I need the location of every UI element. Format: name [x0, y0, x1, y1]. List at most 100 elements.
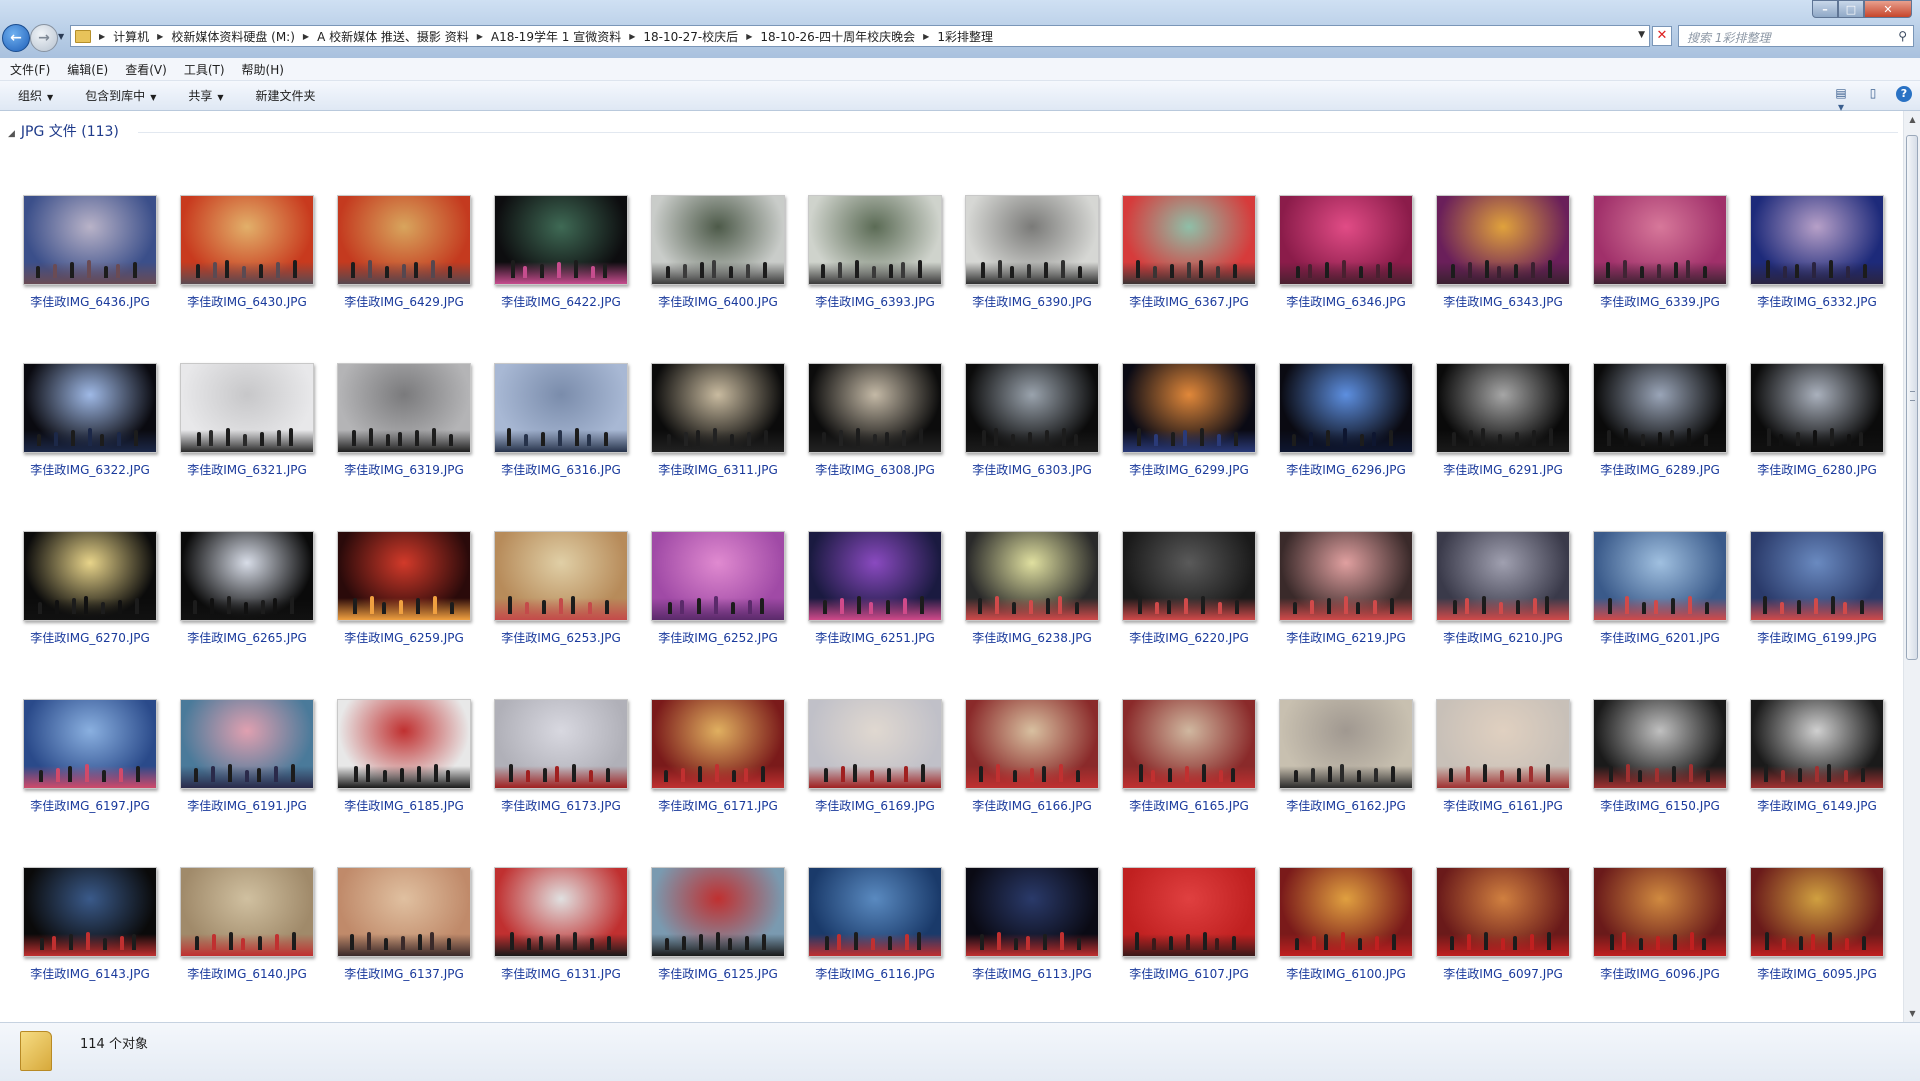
scroll-down-icon[interactable]: ▼ — [1909, 1009, 1916, 1018]
thumbnail-image[interactable] — [494, 867, 628, 957]
chevron-right-icon[interactable]: ▶ — [157, 31, 164, 41]
thumbnail-image[interactable] — [1279, 195, 1413, 285]
preview-pane-icon[interactable]: ▯ — [1869, 86, 1877, 100]
thumbnail-image[interactable] — [1593, 195, 1727, 285]
file-item[interactable]: 李佳政IMG_6161.JPG — [1436, 699, 1570, 819]
file-item[interactable]: 李佳政IMG_6197.JPG — [23, 699, 157, 819]
chevron-right-icon[interactable]: ▶ — [746, 31, 753, 41]
share-button[interactable]: 共享 ▼ — [170, 87, 237, 104]
recent-pages-dropdown-icon[interactable]: ▼ — [58, 32, 65, 41]
file-item[interactable]: 李佳政IMG_6173.JPG — [494, 699, 628, 819]
file-item[interactable]: 李佳政IMG_6100.JPG — [1279, 867, 1413, 987]
thumbnail-image[interactable] — [808, 531, 942, 621]
chevron-right-icon[interactable]: ▶ — [629, 31, 636, 41]
breadcrumb-computer[interactable]: 计算机 — [113, 29, 150, 44]
thumbnail-image[interactable] — [651, 195, 785, 285]
file-item[interactable]: 李佳政IMG_6166.JPG — [965, 699, 1099, 819]
file-item[interactable]: 李佳政IMG_6116.JPG — [808, 867, 942, 987]
file-item[interactable]: 李佳政IMG_6390.JPG — [965, 195, 1099, 315]
breadcrumb-folder-2[interactable]: A18-19学年 1 宣微资料 — [490, 29, 622, 44]
file-item[interactable]: 李佳政IMG_6321.JPG — [180, 363, 314, 483]
thumbnail-image[interactable] — [1593, 531, 1727, 621]
file-list-pane[interactable]: ◢ JPG 文件 (113) 李佳政IMG_6436.JPG 李佳政IMG_6430… — [0, 111, 1903, 1022]
file-item[interactable]: 李佳政IMG_6095.JPG — [1750, 867, 1884, 987]
thumbnail-image[interactable] — [808, 363, 942, 453]
thumbnail-image[interactable] — [1750, 195, 1884, 285]
thumbnail-image[interactable] — [651, 867, 785, 957]
file-item[interactable]: 李佳政IMG_6400.JPG — [651, 195, 785, 315]
file-item[interactable]: 李佳政IMG_6165.JPG — [1122, 699, 1256, 819]
thumbnail-image[interactable] — [965, 531, 1099, 621]
group-header[interactable]: ◢ JPG 文件 (113) — [8, 121, 119, 141]
file-item[interactable]: 李佳政IMG_6429.JPG — [337, 195, 471, 315]
thumbnail-image[interactable] — [1122, 867, 1256, 957]
thumbnail-image[interactable] — [180, 867, 314, 957]
file-item[interactable]: 李佳政IMG_6140.JPG — [180, 867, 314, 987]
chevron-right-icon[interactable]: ▶ — [99, 31, 106, 41]
file-item[interactable]: 李佳政IMG_6299.JPG — [1122, 363, 1256, 483]
breadcrumb-drive[interactable]: 校新媒体资料硬盘 (M:) — [171, 29, 295, 44]
file-item[interactable]: 李佳政IMG_6107.JPG — [1122, 867, 1256, 987]
thumbnail-image[interactable] — [1436, 867, 1570, 957]
file-item[interactable]: 李佳政IMG_6289.JPG — [1593, 363, 1727, 483]
chevron-right-icon[interactable]: ▶ — [476, 31, 483, 41]
breadcrumb-folder-1[interactable]: A 校新媒体 推送、摄影 资料 — [317, 29, 469, 44]
thumbnail-image[interactable] — [180, 363, 314, 453]
file-item[interactable]: 李佳政IMG_6367.JPG — [1122, 195, 1256, 315]
menu-tools[interactable]: 工具(T) — [183, 62, 225, 77]
file-item[interactable]: 李佳政IMG_6238.JPG — [965, 531, 1099, 651]
maximize-button[interactable]: □ — [1838, 0, 1864, 18]
file-item[interactable]: 李佳政IMG_6270.JPG — [23, 531, 157, 651]
help-icon[interactable]: ? — [1896, 86, 1912, 102]
file-item[interactable]: 李佳政IMG_6199.JPG — [1750, 531, 1884, 651]
menu-file[interactable]: 文件(F) — [10, 62, 51, 77]
menu-edit[interactable]: 编辑(E) — [67, 62, 109, 77]
file-item[interactable]: 李佳政IMG_6343.JPG — [1436, 195, 1570, 315]
thumbnail-image[interactable] — [1436, 699, 1570, 789]
thumbnail-image[interactable] — [337, 363, 471, 453]
thumbnail-image[interactable] — [23, 195, 157, 285]
file-item[interactable]: 李佳政IMG_6219.JPG — [1279, 531, 1413, 651]
file-item[interactable]: 李佳政IMG_6210.JPG — [1436, 531, 1570, 651]
file-item[interactable]: 李佳政IMG_6296.JPG — [1279, 363, 1413, 483]
thumbnail-image[interactable] — [965, 867, 1099, 957]
organize-button[interactable]: 组织 ▼ — [0, 87, 67, 104]
file-item[interactable]: 李佳政IMG_6308.JPG — [808, 363, 942, 483]
file-item[interactable]: 李佳政IMG_6171.JPG — [651, 699, 785, 819]
menu-view[interactable]: 查看(V) — [125, 62, 167, 77]
view-options-icon[interactable]: ▤ ▾ — [1835, 86, 1847, 114]
scroll-up-icon[interactable]: ▲ — [1909, 115, 1916, 124]
file-item[interactable]: 李佳政IMG_6150.JPG — [1593, 699, 1727, 819]
thumbnail-image[interactable] — [1750, 531, 1884, 621]
file-item[interactable]: 李佳政IMG_6169.JPG — [808, 699, 942, 819]
scroll-thumb[interactable] — [1906, 135, 1918, 660]
forward-button[interactable]: → — [30, 24, 58, 52]
thumbnail-image[interactable] — [1436, 195, 1570, 285]
thumbnail-image[interactable] — [808, 699, 942, 789]
file-item[interactable]: 李佳政IMG_6096.JPG — [1593, 867, 1727, 987]
thumbnail-image[interactable] — [651, 699, 785, 789]
menu-help[interactable]: 帮助(H) — [241, 62, 284, 77]
thumbnail-image[interactable] — [1122, 531, 1256, 621]
new-folder-button[interactable]: 新建文件夹 — [255, 89, 316, 103]
thumbnail-image[interactable] — [337, 867, 471, 957]
file-item[interactable]: 李佳政IMG_6346.JPG — [1279, 195, 1413, 315]
file-item[interactable]: 李佳政IMG_6332.JPG — [1750, 195, 1884, 315]
thumbnail-image[interactable] — [965, 363, 1099, 453]
back-button[interactable]: ← — [2, 24, 30, 52]
thumbnail-image[interactable] — [1593, 363, 1727, 453]
thumbnail-image[interactable] — [1279, 363, 1413, 453]
file-item[interactable]: 李佳政IMG_6393.JPG — [808, 195, 942, 315]
file-item[interactable]: 李佳政IMG_6251.JPG — [808, 531, 942, 651]
thumbnail-image[interactable] — [651, 531, 785, 621]
thumbnail-image[interactable] — [1750, 867, 1884, 957]
thumbnail-image[interactable] — [1436, 531, 1570, 621]
thumbnail-image[interactable] — [23, 531, 157, 621]
file-item[interactable]: 李佳政IMG_6316.JPG — [494, 363, 628, 483]
thumbnail-image[interactable] — [1750, 699, 1884, 789]
thumbnail-image[interactable] — [337, 195, 471, 285]
address-input[interactable]: ▶ 计算机 ▶ 校新媒体资料硬盘 (M:) ▶ A 校新媒体 推送、摄影 资料 … — [70, 25, 1650, 47]
thumbnail-image[interactable] — [965, 699, 1099, 789]
thumbnail-image[interactable] — [337, 531, 471, 621]
file-item[interactable]: 李佳政IMG_6259.JPG — [337, 531, 471, 651]
